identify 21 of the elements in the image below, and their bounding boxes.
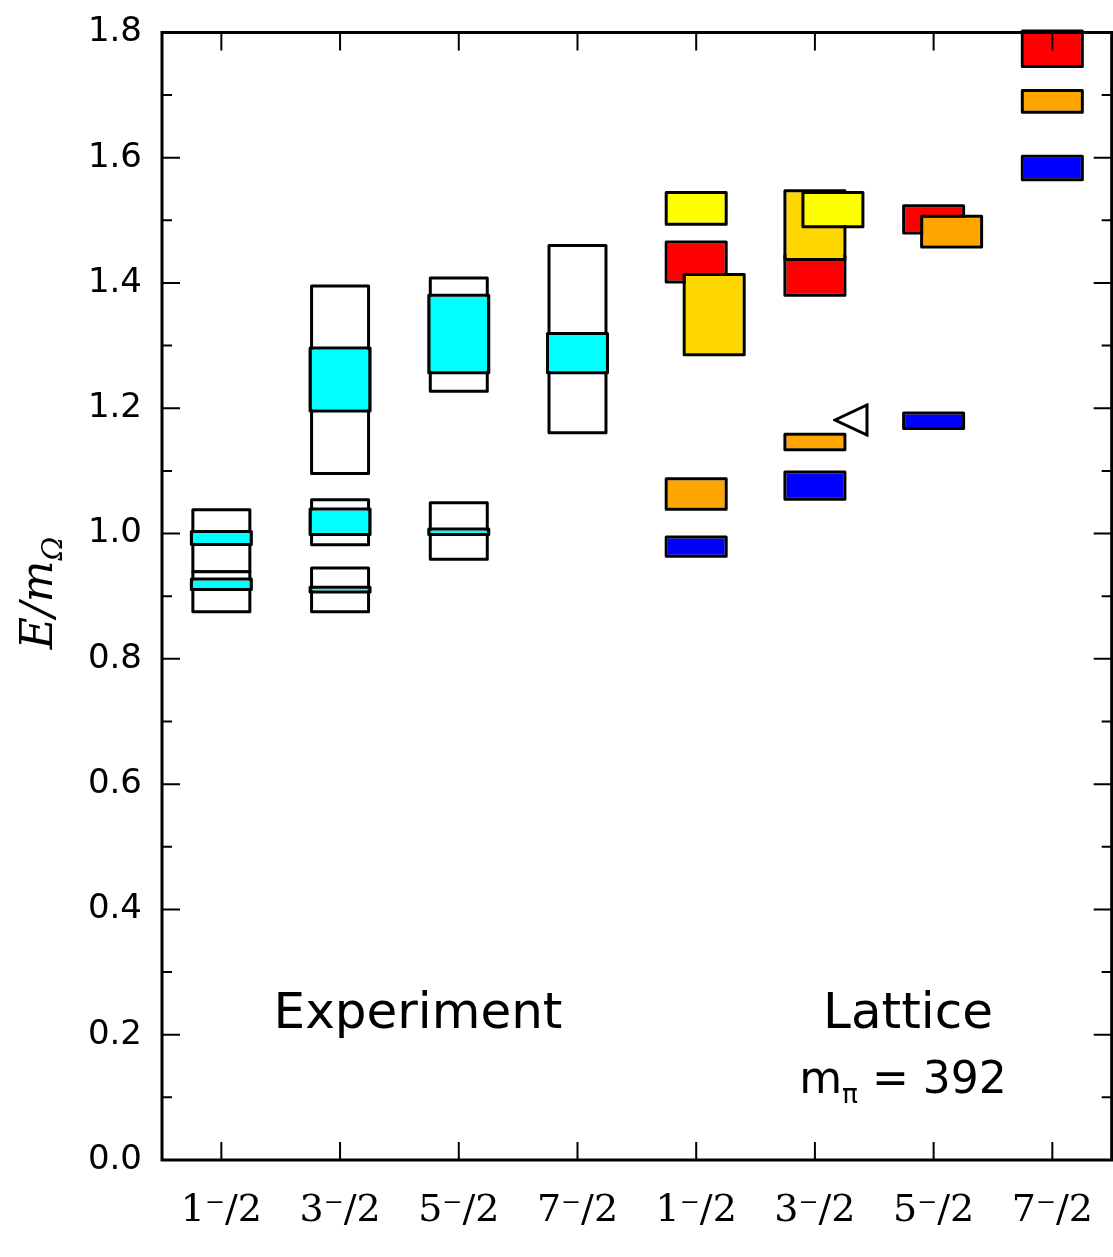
y-tick-label: 0.2 (87, 1011, 142, 1052)
y-tick-label: 1.2 (87, 385, 142, 426)
annotation: Lattice (823, 982, 993, 1040)
y-tick-label: 0.6 (87, 760, 142, 801)
x-tick-label: 7⁻/2 (536, 1185, 619, 1230)
y-tick-label: 1.6 (87, 134, 142, 175)
annotation: m$_{π}$ = 392 (799, 1052, 1007, 1109)
y-tick-label: 0.0 (87, 1136, 142, 1177)
x-tick-label: 3⁻/2 (299, 1185, 381, 1230)
x-tick-label: 7⁻/2 (1011, 1185, 1093, 1230)
y-tick-label: 1.0 (87, 510, 142, 551)
x-tick-label: 5⁻/2 (893, 1185, 975, 1230)
annotation: Experiment (273, 982, 563, 1040)
x-tick-label: 5⁻/2 (418, 1185, 500, 1230)
y-tick-label: 0.8 (87, 635, 142, 676)
x-tick-label: 1⁻/2 (180, 1185, 262, 1230)
x-tick-label: 1⁻/2 (655, 1185, 737, 1230)
y-tick-label: 0.4 (87, 886, 142, 927)
y-tick-label: 1.8 (87, 9, 142, 50)
y-tick-label: 1.4 (87, 259, 142, 300)
x-tick-label: 3⁻/2 (774, 1185, 856, 1230)
